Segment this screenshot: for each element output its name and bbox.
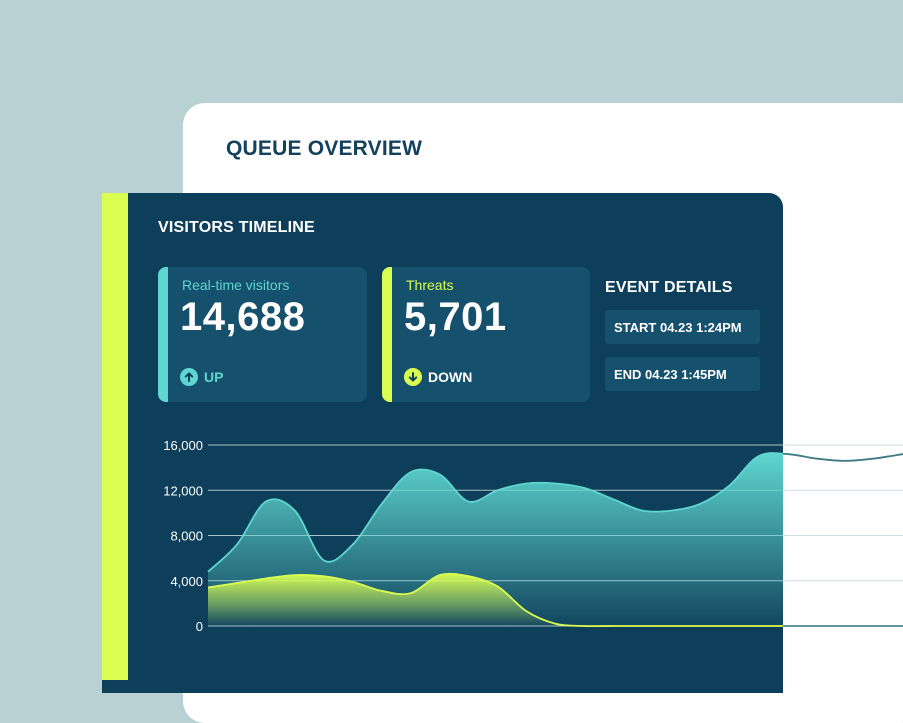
threats-strip bbox=[382, 267, 392, 402]
event-end-pill[interactable]: END 04.23 1:45PM bbox=[605, 357, 760, 391]
arrow-down-icon bbox=[404, 368, 422, 386]
realtime-visitors-trend: UP bbox=[180, 368, 223, 386]
visitors-timeline-title: VISITORS TIMELINE bbox=[158, 219, 315, 236]
y-tick-label: 4,000 bbox=[170, 574, 203, 589]
visitors-line bbox=[207, 452, 783, 573]
realtime-visitors-value: 14,688 bbox=[180, 295, 306, 339]
realtime-visitors-label: Real-time visitors bbox=[182, 277, 290, 293]
y-tick-label: 8,000 bbox=[170, 529, 203, 544]
queue-overview-title: QUEUE OVERVIEW bbox=[226, 137, 423, 160]
arrow-up-icon bbox=[180, 368, 198, 386]
threats-line bbox=[207, 572, 783, 628]
event-start-pill[interactable]: START 04.23 1:24PM bbox=[605, 310, 760, 344]
accent-bar bbox=[102, 193, 128, 680]
realtime-visitors-card[interactable]: Real-time visitors 14,688 UP bbox=[158, 267, 367, 402]
threats-value: 5,701 bbox=[404, 295, 507, 339]
threats-label: Threats bbox=[406, 277, 454, 293]
y-tick-label: 16,000 bbox=[163, 438, 203, 453]
threats-trend: DOWN bbox=[404, 368, 472, 386]
threats-area bbox=[208, 573, 783, 627]
y-tick-label: 12,000 bbox=[163, 483, 203, 498]
y-tick-label: 0 bbox=[196, 619, 203, 634]
threats-line-continuation bbox=[783, 625, 903, 627]
visitors-line-continuation bbox=[783, 452, 903, 462]
realtime-visitors-trend-text: UP bbox=[204, 369, 224, 385]
threats-trend-text: DOWN bbox=[428, 369, 473, 385]
visitors-chart: 16,000 12,000 8,000 4,000 0 bbox=[163, 438, 903, 634]
threats-card[interactable]: Threats 5,701 DOWN bbox=[382, 267, 590, 402]
event-details-title: EVENT DETAILS bbox=[605, 279, 733, 296]
realtime-visitors-strip bbox=[158, 267, 168, 402]
